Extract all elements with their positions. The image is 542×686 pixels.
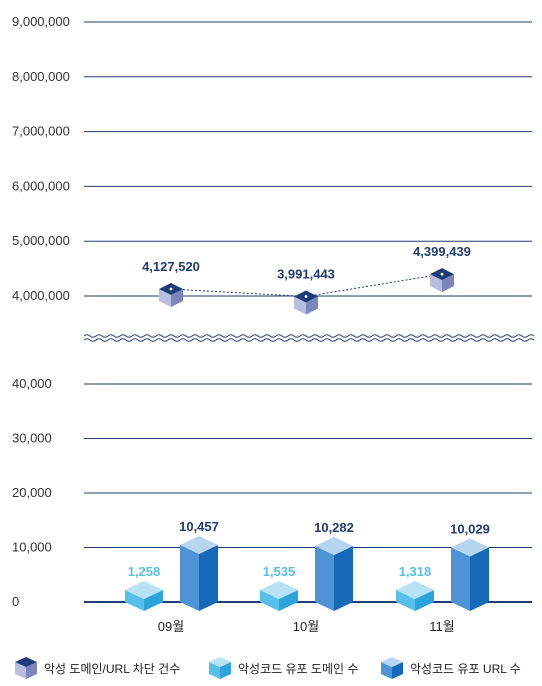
x-tick-label: 09월 [158,619,184,634]
data-label-domain: 1,535 [263,564,296,579]
blocked-count-series: 4,127,520 3,991,443 4,399,439 [142,244,471,315]
legend-item: 악성코드 유포 도메인 수 [209,657,358,679]
legend-swatch-left-face [209,662,220,679]
legend-label: 악성코드 유포 URL 수 [410,662,521,676]
legend-swatch [381,657,403,679]
point-dot [304,295,308,298]
legend-label: 악성코드 유포 도메인 수 [238,662,358,676]
point-blocked [430,268,454,293]
bar-domain-top-face [125,581,163,599]
bar-url-right-face [470,547,489,611]
bar-url-left-face [451,547,470,611]
x-tick-label: 10월 [293,619,319,634]
bar-url [180,536,218,611]
legend-item: 악성코드 유포 URL 수 [381,657,521,679]
y-tick-label-lower: 40,000 [12,376,52,391]
axis-break-wave [83,334,535,338]
legend-swatch [209,657,231,679]
bar-domain-top-face [396,581,434,599]
legend-swatch-top-face [15,657,37,667]
data-label-url: 10,457 [179,519,219,534]
x-axis-ticks: 09월 10월 11월 [158,619,455,634]
bar-series: 1,258 10,457 1,535 10,282 1,318 10,029 [125,519,490,611]
point-dot [169,287,173,291]
y-tick-label-lower: 0 [12,594,19,609]
bar-url-right-face [199,545,218,611]
bar-domain [396,581,434,611]
y-tick-label-upper: 4,000,000 [12,288,70,303]
bar-url-top-face [451,538,489,557]
point-dot [440,272,444,276]
data-label-blocked: 4,127,520 [142,259,200,274]
point-blocked [294,290,318,315]
legend-swatch-right-face [392,662,403,679]
legend-label: 악성 도메인/URL 차단 건수 [44,662,180,676]
data-label-domain: 1,258 [128,564,161,579]
legend: 악성 도메인/URL 차단 건수 악성코드 유포 도메인 수 악성코드 유포 URL… [15,657,521,679]
y-tick-label-upper: 5,000,000 [12,233,70,248]
y-tick-label-upper: 6,000,000 [12,178,70,193]
data-label-blocked: 4,399,439 [413,244,471,259]
bar-domain-left-face [260,590,279,611]
data-label-blocked: 3,991,443 [277,266,335,281]
legend-swatch-left-face [15,662,26,679]
legend-swatch-right-face [26,662,37,679]
data-label-domain: 1,318 [399,564,432,579]
bar-url-left-face [315,545,334,611]
bar-domain-left-face [396,590,415,611]
x-tick-label: 11월 [429,619,454,634]
bar-url-right-face [334,545,353,611]
bar-domain-right-face [415,590,434,611]
y-axis-ticks: 4,000,000 5,000,000 6,000,000 7,000,000 8,00… [12,14,70,609]
data-label-url: 10,282 [314,520,354,535]
bar-domain-right-face [144,590,163,611]
axis-break-wave [83,338,535,342]
legend-swatch-right-face [220,662,231,679]
bar-domain-right-face [279,590,298,611]
bar-url [315,536,353,611]
legend-swatch-top-face [209,657,231,667]
point-blocked [159,283,183,308]
data-label-url: 10,029 [450,521,490,536]
bar-url-top-face [315,536,353,555]
legend-swatch-top-face [381,657,403,667]
bar-url-top-face [180,536,218,555]
y-tick-label-upper: 8,000,000 [12,69,70,84]
bar-url-left-face [180,545,199,611]
series-line-blocked [170,273,443,297]
legend-item: 악성 도메인/URL 차단 건수 [15,657,180,679]
y-tick-label-lower: 10,000 [12,540,52,555]
y-tick-label-upper: 7,000,000 [12,124,70,139]
bar-domain-top-face [260,581,298,599]
bar-url [451,538,489,611]
bar-domain [125,581,163,611]
bar-domain [260,581,298,611]
bar-domain-left-face [125,590,144,611]
axis-break [83,334,535,342]
y-tick-label-lower: 30,000 [12,431,52,446]
legend-swatch-left-face [381,662,392,679]
y-tick-label-lower: 20,000 [12,485,52,500]
y-tick-label-upper: 9,000,000 [12,14,70,29]
legend-swatch [15,657,37,679]
